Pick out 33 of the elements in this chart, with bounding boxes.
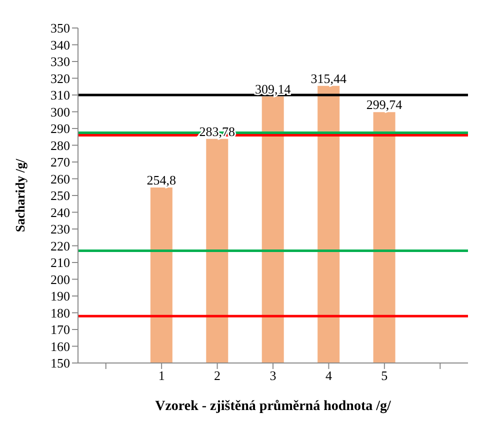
- data-label: 309,14: [254, 81, 292, 96]
- y-tick-label: 170: [50, 322, 70, 338]
- y-tick-label: 230: [50, 222, 70, 237]
- y-tick-label: 280: [50, 138, 70, 153]
- y-tick-label: 190: [50, 288, 70, 304]
- data-label: 254,8: [146, 172, 176, 188]
- y-axis-title: Sacharidy /g/: [12, 158, 28, 232]
- y-tick-label: 180: [50, 305, 70, 320]
- y-tick-label: 260: [50, 171, 70, 186]
- y-tick-label: 290: [50, 121, 70, 136]
- y-tick-label: 220: [50, 238, 70, 254]
- x-tick-label: 1: [158, 368, 165, 384]
- x-tick-label: 3: [270, 368, 276, 384]
- y-tick-label: 150: [50, 356, 70, 371]
- y-tick-label: 250: [50, 188, 70, 204]
- y-tick-label: 350: [50, 20, 70, 36]
- data-label: 283,78: [199, 124, 236, 139]
- data-label: 315,44: [310, 70, 347, 86]
- y-tick-label: 160: [50, 338, 70, 354]
- y-tick-label: 340: [50, 37, 70, 52]
- y-tick-label: 210: [50, 255, 70, 270]
- y-tick-label: 240: [50, 204, 70, 220]
- data-label: 299,74: [366, 97, 403, 112]
- x-tick-label: 5: [381, 368, 388, 384]
- y-tick-label: 310: [50, 88, 70, 103]
- y-tick-label: 200: [50, 272, 70, 287]
- y-tick-label: 320: [50, 70, 70, 86]
- y-tick-label: 330: [50, 54, 70, 70]
- y-tick-label: 300: [50, 104, 70, 120]
- x-axis-title: Vzorek - zjištěná průměrná hodnota /g/: [155, 399, 392, 414]
- x-tick-label: 4: [325, 368, 332, 384]
- y-tick-label: 270: [50, 154, 70, 170]
- x-tick-label: 2: [214, 368, 221, 384]
